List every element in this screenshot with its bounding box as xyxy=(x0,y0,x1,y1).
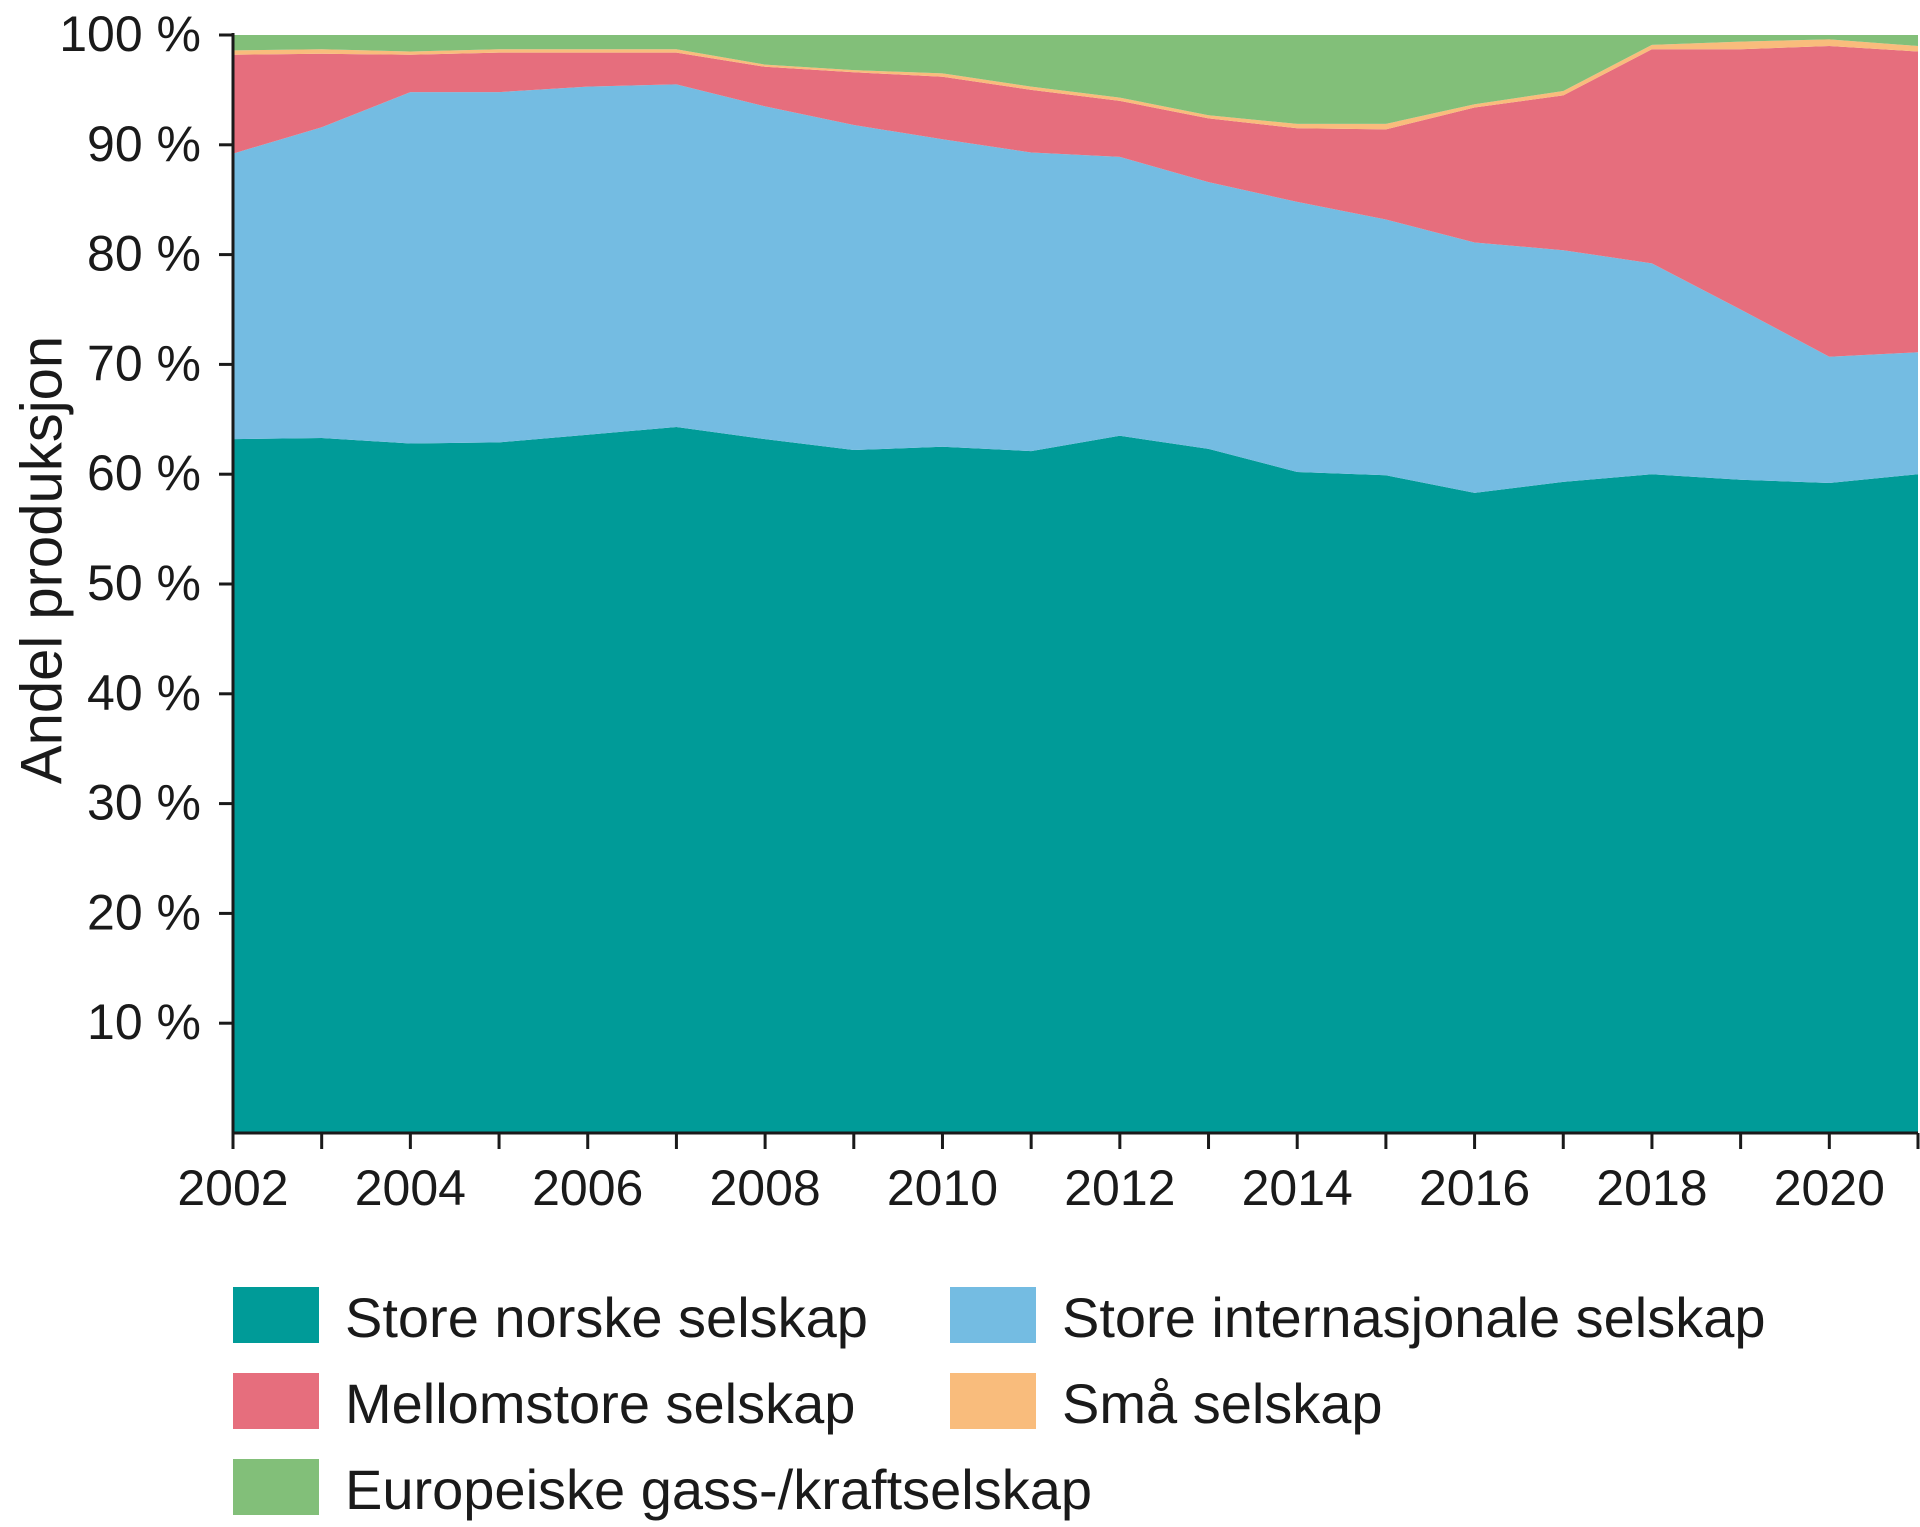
x-tick-label: 2006 xyxy=(532,1160,643,1216)
x-tick-label: 2002 xyxy=(177,1160,288,1216)
legend: Store norske selskap Store internasjonale… xyxy=(233,1286,1766,1521)
x-axis-ticks: 2002 2004 2006 2008 2010 2012 2014 2016 2018 2020 xyxy=(177,1133,1920,1216)
x-tick-label: 2012 xyxy=(1064,1160,1175,1216)
y-tick-label: 20 % xyxy=(87,884,201,940)
x-tick-label: 2014 xyxy=(1242,1160,1353,1216)
y-tick-label: 100 % xyxy=(59,6,201,62)
x-tick-label: 2016 xyxy=(1419,1160,1530,1216)
y-tick-label: 70 % xyxy=(87,335,201,391)
legend-label: Europeiske gass-/kraftselskap xyxy=(345,1458,1092,1521)
area-series-3 xyxy=(233,46,1918,357)
x-tick-label: 2008 xyxy=(709,1160,820,1216)
x-tick-label: 2004 xyxy=(355,1160,466,1216)
legend-swatch xyxy=(233,1373,319,1429)
y-tick-label: 60 % xyxy=(87,445,201,501)
y-tick-label: 90 % xyxy=(87,116,201,172)
legend-swatch xyxy=(950,1373,1036,1429)
area-series-1 xyxy=(233,427,1918,1133)
area-series-5 xyxy=(233,35,1918,124)
legend-swatch xyxy=(950,1287,1036,1343)
y-axis-title: Andel produksjon xyxy=(9,336,74,784)
x-tick-label: 2018 xyxy=(1596,1160,1707,1216)
legend-label: Store internasjonale selskap xyxy=(1062,1286,1766,1349)
legend-swatch xyxy=(233,1459,319,1515)
y-tick-label: 50 % xyxy=(87,555,201,611)
y-tick-label: 80 % xyxy=(87,226,201,282)
y-tick-label: 40 % xyxy=(87,665,201,721)
legend-label: Store norske selskap xyxy=(345,1286,868,1349)
y-axis-ticks: 10 % 20 % 30 % 40 % 50 % 60 % 70 % 80 % 90 % 100 … xyxy=(59,6,233,1050)
y-tick-label: 10 % xyxy=(87,994,201,1050)
x-tick-label: 2020 xyxy=(1774,1160,1885,1216)
area-series-4 xyxy=(233,39,1918,130)
legend-label: Små selskap xyxy=(1062,1372,1383,1435)
legend-swatch xyxy=(233,1287,319,1343)
area-layers xyxy=(233,35,1918,1133)
y-tick-label: 30 % xyxy=(87,775,201,831)
legend-label: Mellomstore selskap xyxy=(345,1372,855,1435)
area-series-2 xyxy=(233,84,1918,493)
x-tick-label: 2010 xyxy=(887,1160,998,1216)
